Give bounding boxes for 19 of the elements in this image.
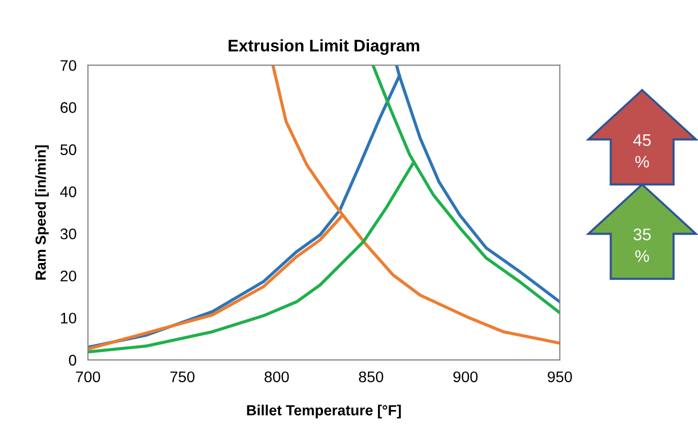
x-tick-label: 750 <box>170 371 194 382</box>
text: 45 % <box>633 134 651 168</box>
y-tick-label: 30 <box>60 228 76 240</box>
y-tick-label: 0 <box>68 354 76 366</box>
y-tick-label: 60 <box>60 102 76 113</box>
x-tick-label: 850 <box>358 371 384 382</box>
chart-title: Extrusion Limit Diagram <box>228 39 420 55</box>
y-tick-label: 70 <box>60 60 76 71</box>
x-tick-label: 800 <box>264 371 289 382</box>
x-axis-title: Billet Temperature [°F] <box>247 404 401 418</box>
y-tick-label: 50 <box>60 144 76 156</box>
y-tick-label: 20 <box>60 270 76 282</box>
y-axis-title: Ram Speed [in/min] <box>35 145 49 280</box>
x-tick-label: 950 <box>548 371 572 382</box>
text: 35 % <box>634 228 651 262</box>
y-tick-label: 10 <box>61 312 76 324</box>
y-tick-label: 40 <box>60 186 76 198</box>
x-tick-label: 900 <box>453 371 478 382</box>
x-tick-label: 700 <box>76 371 100 382</box>
